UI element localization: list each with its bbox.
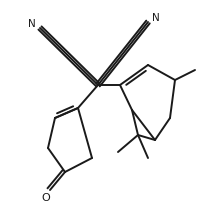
Text: N: N: [28, 19, 36, 29]
Text: O: O: [42, 193, 50, 203]
Text: N: N: [152, 13, 160, 23]
